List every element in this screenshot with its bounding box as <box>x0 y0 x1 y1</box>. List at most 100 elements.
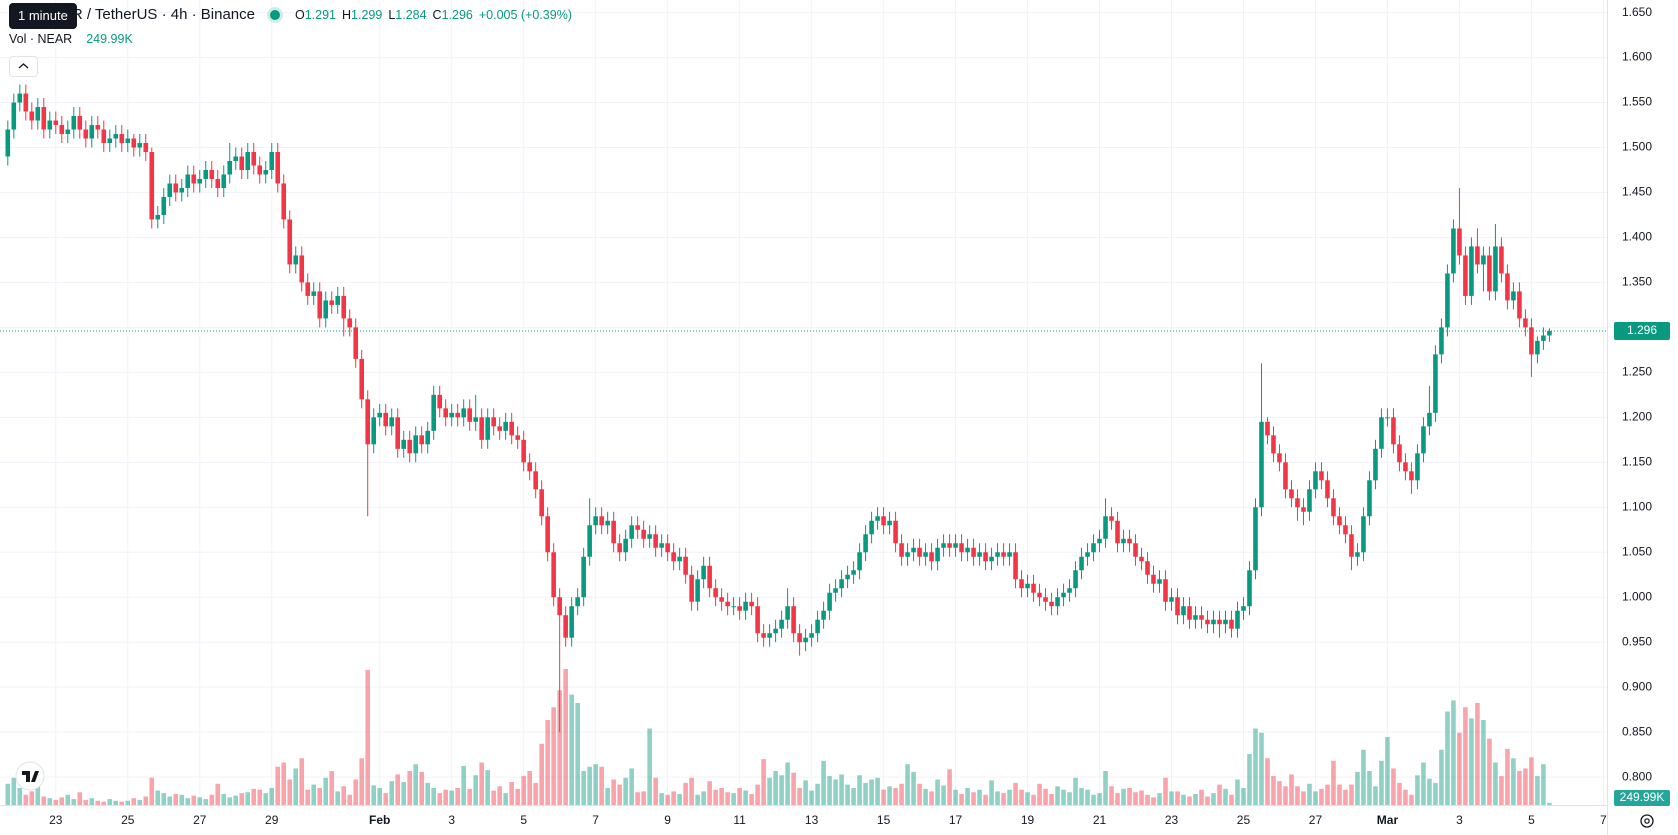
volume-bar <box>425 782 430 805</box>
volume-bar <box>251 788 257 805</box>
x-tick-label: 23 <box>49 813 63 827</box>
volume-bar <box>707 781 712 805</box>
volume-bar <box>341 786 347 805</box>
candle-body <box>209 169 215 179</box>
volume-bar <box>1055 786 1060 805</box>
volume-bar <box>689 777 694 805</box>
candle-body <box>695 579 700 602</box>
volume-bar <box>149 777 155 805</box>
volume-bar <box>989 780 994 805</box>
volume-bar <box>95 800 101 805</box>
x-tick-label: 27 <box>1309 813 1323 827</box>
y-tick-label: 0.850 <box>1622 724 1652 738</box>
candle-body <box>995 552 1000 557</box>
volume-bar <box>485 770 490 805</box>
volume-bar <box>653 777 658 805</box>
candle-body <box>425 430 430 445</box>
symbol-title[interactable]: NEAR / TetherUS · 4h · Binance <box>41 6 255 23</box>
candle-body <box>809 633 814 638</box>
volume-bar <box>473 775 478 805</box>
candle-body <box>5 129 11 157</box>
candle-body <box>263 169 269 175</box>
candle-body <box>65 129 71 135</box>
volume-bar <box>1223 788 1228 805</box>
volume-bar <box>683 782 688 805</box>
candle-body <box>1493 246 1498 292</box>
volume-bar <box>1025 792 1030 805</box>
ohlc-key: C <box>432 7 442 22</box>
volume-bar <box>851 787 856 805</box>
volume-title[interactable]: Vol · NEAR <box>9 32 73 46</box>
y-tick-label: 1.100 <box>1622 499 1652 513</box>
candle-body <box>1229 619 1234 629</box>
y-tick-label: 1.200 <box>1622 410 1652 424</box>
x-tick-label: 7 <box>1600 813 1607 827</box>
candle-body <box>755 606 760 634</box>
candle-body <box>1043 597 1048 602</box>
volume-bar <box>17 787 23 805</box>
volume-bar <box>875 777 880 805</box>
candle-body <box>1049 601 1054 607</box>
candle-body <box>1157 579 1162 584</box>
y-tick-label: 1.550 <box>1622 95 1652 109</box>
volume-bar <box>893 787 898 805</box>
volume-bar <box>809 790 814 805</box>
candle-body <box>197 178 203 184</box>
volume-bar <box>959 793 964 805</box>
candle-body <box>1055 597 1060 607</box>
volume-bar <box>977 789 982 805</box>
candle-body <box>1013 552 1018 580</box>
candle-body <box>647 534 652 539</box>
volume-bar <box>539 743 544 805</box>
candle-body <box>1373 448 1378 481</box>
candle-body <box>743 601 748 611</box>
volume-bar <box>395 774 401 805</box>
volume-bar <box>323 777 329 805</box>
candle-body <box>11 102 17 130</box>
candle-body <box>443 408 448 418</box>
volume-bar <box>1409 794 1414 805</box>
candle-body <box>125 138 131 144</box>
volume-bar <box>749 793 754 805</box>
candle-body <box>725 601 730 607</box>
volume-bar <box>1361 749 1366 805</box>
volume-bar <box>1259 732 1264 805</box>
candle-body <box>1301 507 1306 512</box>
volume-bar <box>419 771 424 805</box>
volume-bar <box>1217 784 1222 805</box>
candle-body <box>617 543 622 553</box>
volume-bar <box>671 791 676 805</box>
candle-body <box>155 214 161 220</box>
volume-bar <box>1049 793 1054 805</box>
candle-body <box>521 439 526 463</box>
settings-icon[interactable] <box>1640 814 1654 828</box>
volume-bar <box>1427 778 1432 805</box>
candle-body <box>1061 592 1066 598</box>
candle-body <box>905 552 910 557</box>
volume-bar <box>113 800 119 805</box>
volume-bar <box>1199 789 1204 805</box>
market-status[interactable] <box>266 6 283 23</box>
candle-body <box>191 174 197 184</box>
candle-body <box>1427 412 1432 427</box>
candle-body <box>29 111 35 121</box>
candle-body <box>959 543 964 553</box>
candle-body <box>293 255 299 265</box>
chevron-icon <box>18 63 29 69</box>
volume-bar <box>1001 793 1006 805</box>
volume-bar <box>47 798 53 805</box>
candle-body <box>1337 516 1342 526</box>
candle-body <box>641 529 646 539</box>
collapse-button[interactable] <box>9 56 38 77</box>
volume-bar <box>287 779 293 805</box>
y-tick-label: 1.000 <box>1622 589 1652 603</box>
candle-body <box>1499 246 1504 274</box>
candle-body <box>953 543 958 548</box>
price-change: +0.005 (+0.39%) <box>478 7 572 22</box>
volume-bar <box>119 801 125 805</box>
x-tick-label: 7 <box>592 813 599 827</box>
volume-bar <box>407 770 412 805</box>
volume-bar <box>1103 770 1108 805</box>
candle-body <box>371 417 377 445</box>
y-tick-label: 1.250 <box>1622 365 1652 379</box>
